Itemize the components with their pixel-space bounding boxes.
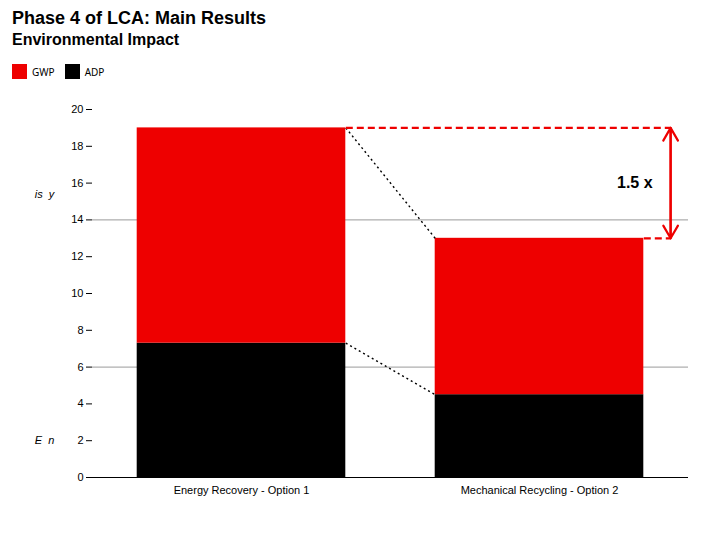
svg-text:18: 18 — [71, 140, 83, 152]
svg-text:Mechanical Recycling - Option: Mechanical Recycling - Option 2 — [461, 484, 619, 496]
html-text:ADP: ADP — [84, 64, 105, 79]
svg-text:20: 20 — [71, 103, 83, 115]
html-text:Environmental Impact: Environmental Impact — [12, 31, 180, 48]
svg-text:1.5 x: 1.5 x — [617, 174, 653, 191]
html-text:GWP: GWP — [32, 64, 55, 79]
svg-text:12: 12 — [71, 250, 83, 262]
svg-text:4: 4 — [77, 397, 83, 409]
svg-text:is y: is y — [35, 188, 56, 200]
svg-text:0: 0 — [77, 471, 83, 483]
svg-text:Energy Recovery - Option 1: Energy Recovery - Option 1 — [174, 484, 310, 496]
html-text:Phase 4 of LCA: Main Results: Phase 4 of LCA: Main Results — [12, 8, 267, 28]
svg-text:6: 6 — [77, 361, 83, 373]
svg-text:E n: E n — [35, 434, 55, 446]
svg-text:10: 10 — [71, 287, 83, 299]
svg-text:14: 14 — [71, 213, 83, 225]
svg-text:2: 2 — [77, 434, 83, 446]
svg-text:16: 16 — [71, 177, 83, 189]
svg-text:8: 8 — [77, 324, 83, 336]
